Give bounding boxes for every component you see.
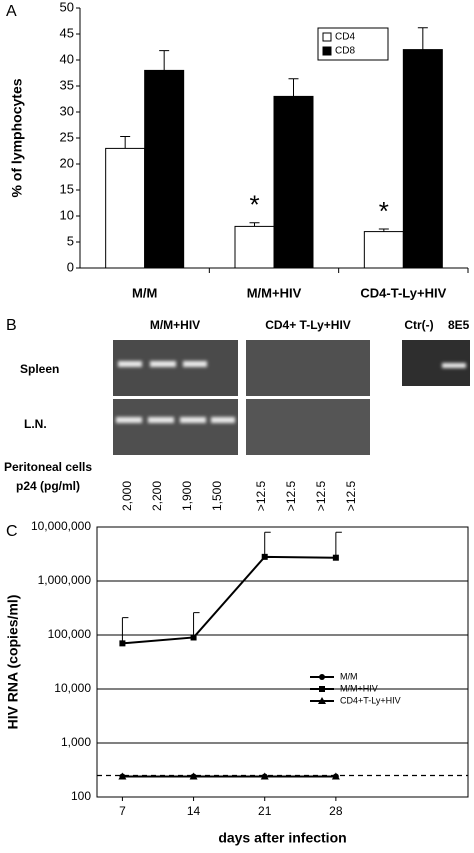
annotation: * [379,196,389,226]
y-tick-label: 10,000 [54,681,91,695]
legend-label: CD4+T-Ly+HIV [340,695,401,705]
bar [144,69,185,269]
legend-label: M/M [340,671,358,681]
group-label: M/M+HIV [150,318,200,332]
x-tick-label: 21 [258,804,272,818]
group-label: CD4+ T-Ly+HIV [265,318,351,332]
y-axis-label: % of lymphocytes [9,78,25,197]
p24-title: Peritoneal cells [4,460,92,474]
marker [331,772,340,780]
y-tick-label: 100,000 [48,627,92,641]
error-bar [121,617,129,644]
error-bar [288,78,299,97]
marker [260,772,269,780]
y-tick-label: 20 [60,155,74,170]
panel-label: A [6,3,17,20]
p24-values: 2,000 2,200 1,900 1,500 >12.5 >12.5 >12.5 >12.5 [120,480,358,511]
error-bar [193,612,200,638]
y-tick-label: 0 [67,259,74,274]
marker [332,554,339,561]
x-tick-label: 7 [119,804,126,818]
y-tick-label: 10,000,000 [31,519,91,533]
gel-bands [116,361,466,423]
p24-value: >12.5 [284,480,298,511]
y-tick-label: 40 [60,51,74,66]
error-bar [378,228,389,232]
group-label: 8E5 [448,318,470,332]
y-tick-label: 5 [67,233,74,248]
plot-frame [96,526,469,798]
marker [319,686,325,692]
error-bar [249,222,260,227]
legend-swatch [322,46,332,56]
marker [261,553,268,560]
error-bar [335,531,342,558]
p24-value: 1,900 [180,481,194,511]
error-bar [120,135,131,149]
x-tick-label: M/M [132,285,157,300]
p24-value: 1,500 [210,481,224,511]
y-tick-label: 45 [60,25,74,40]
series-line [122,555,336,645]
y-tick-label: 25 [60,129,74,144]
y-tick-label: 30 [60,103,74,118]
marker [189,772,198,780]
gel [246,340,370,396]
y-tick-label: 100 [71,789,91,803]
p24-value: >12.5 [344,480,358,511]
legend-label: M/M+HIV [340,683,378,693]
y-tick-label: 15 [60,181,74,196]
marker [319,674,325,680]
legend-swatch [322,32,332,42]
bar [363,231,404,269]
marker [119,640,126,647]
bar [402,49,443,269]
y-tick-label: 1,000 [61,735,91,749]
error-bar [264,531,271,557]
marker [190,634,197,641]
marker [118,772,127,780]
error-bar [159,50,170,71]
legend-label: CD4 [335,32,355,43]
bar [234,225,275,269]
panel-label: B [6,317,17,334]
p24-value: >12.5 [314,480,328,511]
x-tick-label: 28 [329,804,343,818]
y-tick-label: 35 [60,77,74,92]
x-tick-label: CD4-T-Ly+HIV [360,285,446,300]
error-bar [417,27,428,50]
row-label: L.N. [24,417,47,431]
gel [246,399,370,455]
row-label: Spleen [20,362,59,376]
y-tick-label: 50 [60,0,74,14]
y-axis-label: HIV RNA (copies/ml) [5,595,21,730]
bar [273,95,314,269]
group-label: Ctr(-) [404,318,433,332]
y-tick-label: 10 [60,207,74,222]
legend-label: CD8 [335,46,355,57]
p24-title: p24 (pg/ml) [16,479,80,493]
marker [318,697,326,704]
y-tick-label: 1,000,000 [38,573,92,587]
annotation: * [249,190,259,220]
x-tick-label: M/M+HIV [247,285,302,300]
p24-value: 2,200 [150,481,164,511]
gel [113,399,238,455]
p24-value: 2,000 [120,481,134,511]
gel [113,340,238,396]
panel-label: C [6,523,18,540]
p24-value: >12.5 [254,480,268,511]
bar [105,147,146,269]
x-axis-label: days after infection [218,830,346,846]
x-tick-label: 14 [187,804,201,818]
gel-panel: M/M+HIV CD4+ T-Ly+HIV Ctr(-) 8E5 Spleen … [4,318,470,511]
